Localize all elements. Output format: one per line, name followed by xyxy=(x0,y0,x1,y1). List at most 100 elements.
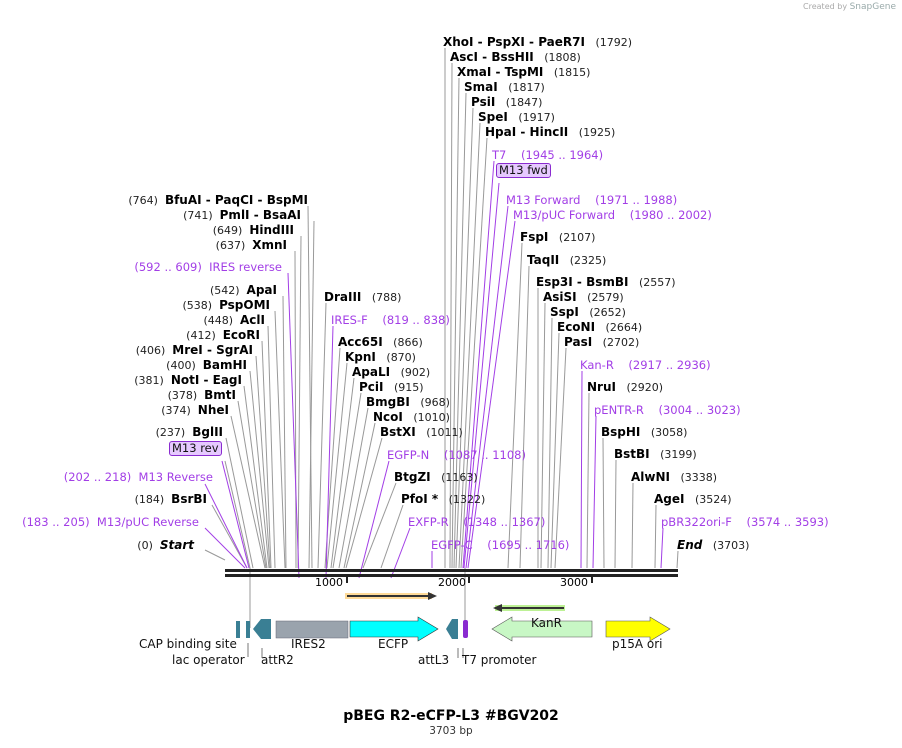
site-position: (1792) xyxy=(584,36,633,49)
enzyme-name: ApaLI xyxy=(352,365,391,379)
snapgene-credit: Created by SnapGene xyxy=(803,2,896,12)
p15a-ori-feature xyxy=(605,616,671,642)
restriction-site-label: PsiI (1847) xyxy=(471,95,542,110)
feature-label: CAP binding site xyxy=(139,637,237,651)
restriction-site-label: AsiSI (2579) xyxy=(543,290,624,305)
site-position: (2920) xyxy=(615,381,664,394)
restriction-site-label: DraIII (788) xyxy=(324,290,401,305)
site-position: (3338) xyxy=(670,471,718,484)
enzyme-name: FspI xyxy=(520,230,549,244)
site-position: (1322) xyxy=(438,493,486,506)
end-position: (3703) xyxy=(702,539,750,552)
end-label: End (3703) xyxy=(677,538,749,553)
site-position: (0) xyxy=(137,539,160,552)
restriction-site-label: HpaI - HincII (1925) xyxy=(485,125,615,140)
primer-label: IRES-F (819 .. 838) xyxy=(331,313,450,327)
feature-label: attR2 xyxy=(261,653,294,667)
site-position: (902) xyxy=(390,366,431,379)
ruler-tick-2000: 2000 xyxy=(438,576,466,589)
enzyme-name: NheI xyxy=(197,403,229,417)
restriction-site-label: PciI (915) xyxy=(359,380,424,395)
enzyme-name: AlwNI xyxy=(631,470,670,484)
feature-label: p15A ori xyxy=(612,637,663,651)
primer-label: M13 Forward (1971 .. 1988) xyxy=(506,193,678,207)
kanr-feature xyxy=(491,616,593,642)
primer-label: Kan-R (2917 .. 2936) xyxy=(580,358,711,372)
ires2-feature xyxy=(275,620,349,639)
enzyme-name: SspI xyxy=(550,305,579,319)
restriction-site-label: SspI (2652) xyxy=(550,305,626,320)
enzyme-name: PsiI xyxy=(471,95,496,109)
enzyme-name: BsrBI xyxy=(171,492,207,506)
enzyme-name: XmnI xyxy=(252,238,287,252)
restriction-site-label: SmaI (1817) xyxy=(464,80,545,95)
site-position: (237) xyxy=(155,426,193,439)
enzyme-name: BmgBI xyxy=(366,395,410,409)
restriction-site-label: Esp3I - BsmBI (2557) xyxy=(536,275,676,290)
primer-label: pBR322ori-F (3574 .. 3593) xyxy=(661,515,829,529)
enzyme-name: PmlI - BsaAI xyxy=(219,208,301,222)
restriction-site-label: KpnI (870) xyxy=(345,350,416,365)
restriction-site-label: (412) EcoRI xyxy=(186,328,260,343)
enzyme-name: BfuAI - PaqCI - BspMI xyxy=(164,193,308,207)
enzyme-name: AgeI xyxy=(654,492,685,506)
restriction-site-label: (764) BfuAI - PaqCI - BspMI xyxy=(128,193,308,208)
feature-label: T7 promoter xyxy=(462,653,537,667)
feature-label: IRES2 xyxy=(291,637,326,651)
primer-label: EXFP-R (1348 .. 1367) xyxy=(408,515,546,529)
enzyme-name: NcoI xyxy=(373,410,403,424)
end-name: End xyxy=(677,538,703,552)
site-position: (870) xyxy=(375,351,416,364)
site-position: (637) xyxy=(215,239,253,252)
primer-label: T7 (1945 .. 1964) xyxy=(492,148,604,162)
enzyme-name: TaqII xyxy=(527,253,560,267)
site-position: (448) xyxy=(203,314,241,327)
primer-connector-lines xyxy=(204,160,664,579)
site-position: (2579) xyxy=(576,291,624,304)
primer-label: M13/pUC Forward (1980 .. 2002) xyxy=(513,208,712,222)
restriction-site-label: (374) NheI xyxy=(161,403,229,418)
attl3-feature xyxy=(446,619,458,639)
site-position: (2325) xyxy=(559,254,607,267)
site-position: (1808) xyxy=(533,51,581,64)
feature-label: lac operator xyxy=(172,653,245,667)
restriction-site-label: (649) HindIII xyxy=(213,223,294,238)
enzyme-name: PspOMI xyxy=(219,298,270,312)
site-position: (788) xyxy=(361,291,402,304)
site-position: (649) xyxy=(212,224,250,237)
enzyme-name: BstBI xyxy=(614,447,650,461)
site-connector-lines xyxy=(204,48,679,628)
restriction-site-label: PfoI * (1322) xyxy=(401,492,485,507)
primer-label: (183 .. 205) M13/pUC Reverse xyxy=(22,515,199,529)
enzyme-name: HpaI - HincII xyxy=(485,125,569,139)
enzyme-name: ApaI xyxy=(246,283,277,297)
restriction-site-label: NruI (2920) xyxy=(587,380,663,395)
enzyme-name: BmtI xyxy=(204,388,236,402)
enzyme-name: DraIII xyxy=(324,290,362,304)
site-position: (2664) xyxy=(595,321,643,334)
restriction-site-label: (448) AclI xyxy=(203,313,265,328)
enzyme-name: EcoRI xyxy=(222,328,260,342)
restriction-site-label: TaqII (2325) xyxy=(527,253,606,268)
enzyme-name: AclI xyxy=(240,313,265,327)
restriction-site-label: AgeI (3524) xyxy=(654,492,732,507)
restriction-site-label: (237) BglII xyxy=(156,425,223,440)
feature-label: KanR xyxy=(531,616,562,630)
primer-site-box: M13 fwd xyxy=(496,163,551,178)
enzyme-name: NruI xyxy=(587,380,616,394)
site-position: (1011) xyxy=(415,426,463,439)
enzyme-name: KpnI xyxy=(345,350,376,364)
site-position: (378) xyxy=(167,389,205,402)
backbone-top-strand xyxy=(225,569,678,572)
site-position: (2652) xyxy=(578,306,626,319)
restriction-site-label: XmaI - TspMI (1815) xyxy=(457,65,590,80)
plasmid-title: pBEG R2-eCFP-L3 #BGV202 xyxy=(343,708,559,724)
orf-kanr-arrow xyxy=(493,604,565,612)
restriction-site-label: SpeI (1917) xyxy=(478,110,555,125)
ecfp-feature xyxy=(349,616,439,642)
ruler-tick-3000: 3000 xyxy=(560,576,588,589)
site-position: (1010) xyxy=(402,411,450,424)
enzyme-name: Acc65I xyxy=(338,335,383,349)
enzyme-name: Esp3I - BsmBI xyxy=(536,275,629,289)
